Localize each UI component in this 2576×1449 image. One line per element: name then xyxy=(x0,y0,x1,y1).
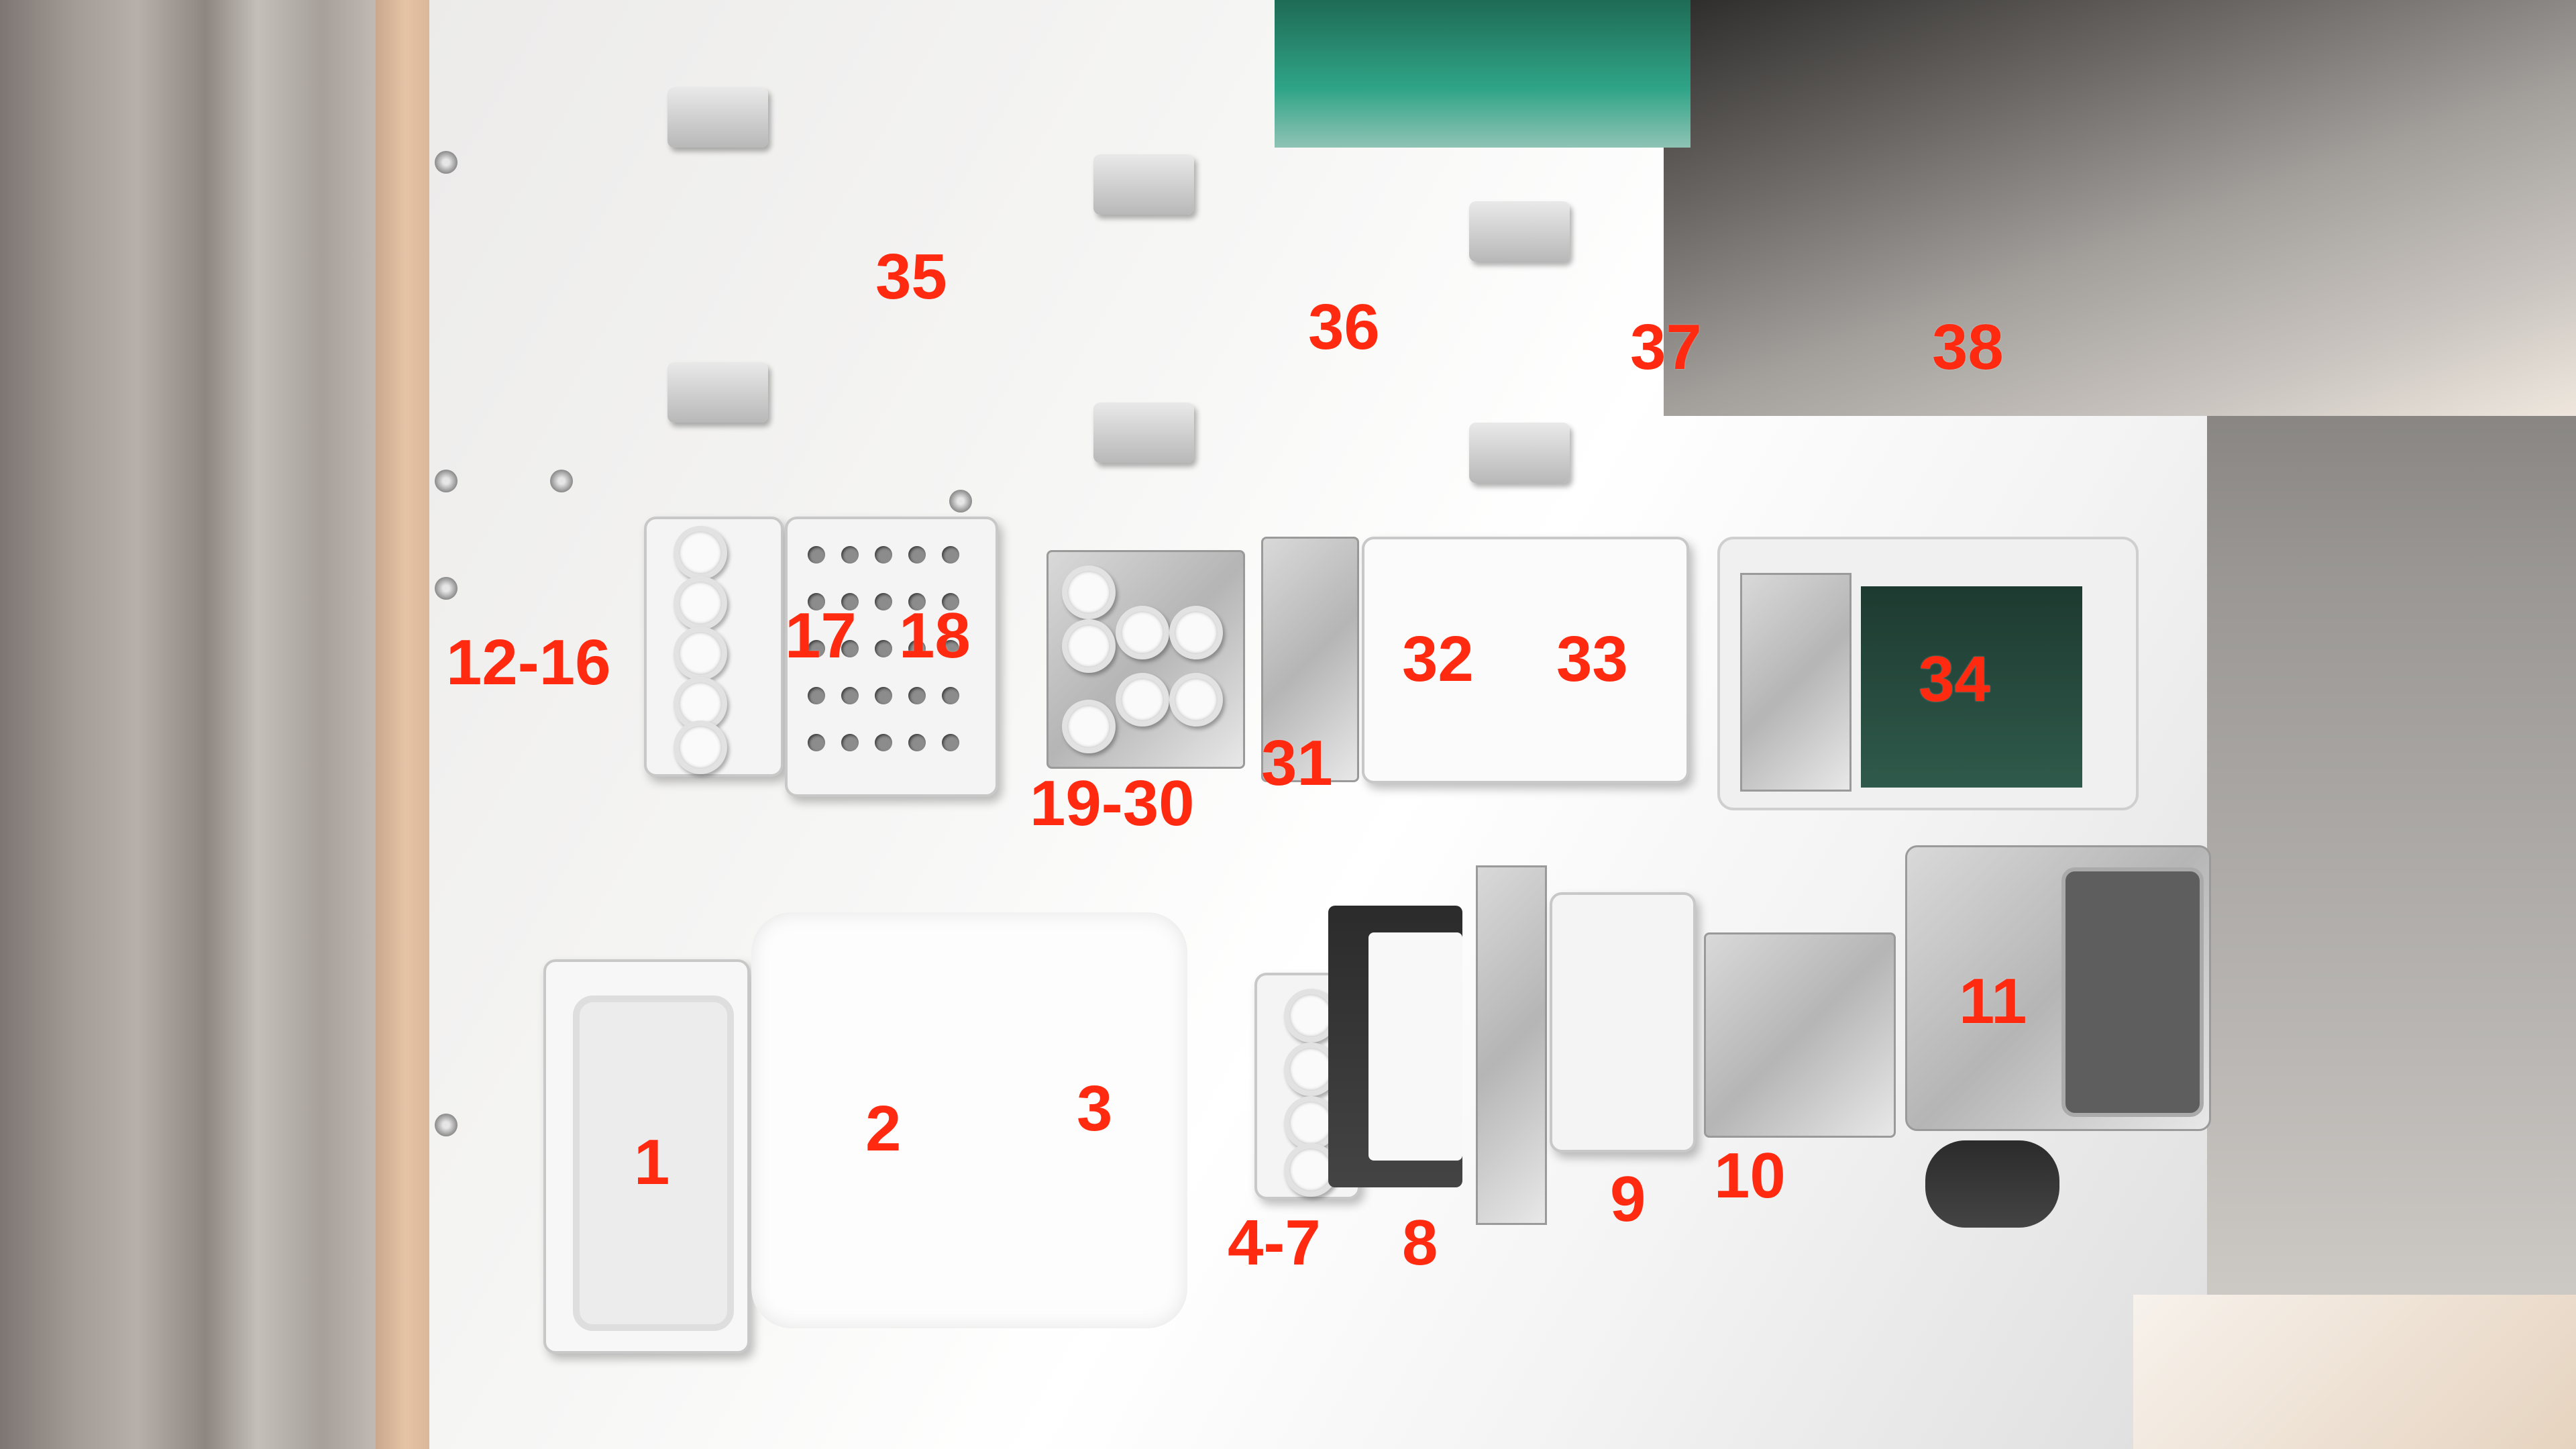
label-11: 11 xyxy=(1959,965,2027,1037)
frame-screw xyxy=(435,577,458,600)
reagent-trough-1[interactable] xyxy=(543,959,750,1354)
label-10: 10 xyxy=(1714,1140,1786,1212)
heater-block-10[interactable] xyxy=(1704,932,1896,1138)
frame-screw xyxy=(435,470,458,492)
waste-box-34-lid xyxy=(1740,573,1851,792)
floor-corner xyxy=(2133,1295,2576,1449)
shaker-11[interactable] xyxy=(1905,845,2211,1131)
label-17: 17 xyxy=(785,600,857,672)
metal-slab-9 xyxy=(1476,865,1547,1225)
deck-screw xyxy=(550,470,573,492)
rack-31[interactable] xyxy=(1261,537,1359,782)
guide-bracket xyxy=(667,362,768,423)
label-33: 33 xyxy=(1556,623,1628,695)
label-34: 34 xyxy=(1919,643,1990,715)
waste-box-34-frame xyxy=(1717,537,2139,810)
label-3: 3 xyxy=(1077,1073,1113,1144)
plate-slot-2-3[interactable] xyxy=(751,912,1187,1328)
frame-screw xyxy=(435,151,458,174)
label-31: 31 xyxy=(1261,727,1333,799)
machine-frame-left xyxy=(0,0,429,1449)
label-2: 2 xyxy=(865,1093,902,1165)
plate-17-18[interactable] xyxy=(785,517,998,797)
guide-bracket xyxy=(667,87,768,148)
frame-screw xyxy=(435,1114,458,1136)
label-35: 35 xyxy=(875,241,947,313)
label-19-30: 19-30 xyxy=(1030,767,1195,839)
deck-screw xyxy=(949,490,972,513)
label-36: 36 xyxy=(1308,291,1380,363)
label-18: 18 xyxy=(899,600,971,672)
shaker-motor xyxy=(1925,1140,2059,1228)
gantry-mechanism xyxy=(1664,0,2576,416)
green-window xyxy=(1275,0,1690,148)
label-1: 1 xyxy=(634,1126,670,1198)
label-4-7: 4-7 xyxy=(1228,1207,1321,1279)
label-38: 38 xyxy=(1932,311,2004,383)
tube-holder-19-30[interactable] xyxy=(1046,550,1245,769)
label-32: 32 xyxy=(1402,623,1474,695)
label-8: 8 xyxy=(1402,1207,1438,1279)
cooling-block-8[interactable] xyxy=(1328,906,1462,1187)
guide-bracket xyxy=(1469,423,1570,483)
plate-9[interactable] xyxy=(1550,892,1696,1152)
guide-bracket xyxy=(1093,402,1194,463)
plate-32-33[interactable] xyxy=(1362,537,1689,784)
waste-box-34-opening[interactable] xyxy=(1861,586,2082,788)
tube-rack-12-16[interactable] xyxy=(644,517,784,777)
label-9: 9 xyxy=(1610,1163,1646,1235)
label-12-16: 12-16 xyxy=(446,627,611,698)
frame-edge-strip xyxy=(376,0,436,1449)
guide-bracket xyxy=(1093,154,1194,215)
guide-bracket xyxy=(1469,201,1570,262)
label-37: 37 xyxy=(1630,311,1702,383)
